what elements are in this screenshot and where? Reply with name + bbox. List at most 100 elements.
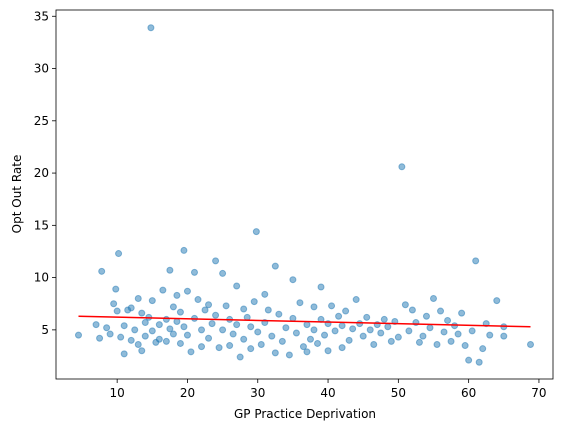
point <box>433 341 441 349</box>
point <box>212 311 220 319</box>
point <box>324 347 332 355</box>
point <box>278 337 286 345</box>
point <box>222 302 230 310</box>
point <box>422 312 430 320</box>
point <box>500 332 508 340</box>
point <box>356 320 364 328</box>
point <box>461 342 469 350</box>
point <box>271 262 279 270</box>
point <box>458 309 466 317</box>
point <box>173 291 181 299</box>
point <box>131 326 139 334</box>
point <box>440 328 448 336</box>
point <box>110 300 118 308</box>
point <box>331 327 339 335</box>
point <box>493 297 501 305</box>
point <box>321 331 329 339</box>
point <box>229 330 237 338</box>
y-tick-label: 35 <box>34 9 49 23</box>
point <box>310 303 318 311</box>
point <box>141 319 149 327</box>
point <box>405 327 413 335</box>
point <box>98 267 106 275</box>
point <box>292 329 300 337</box>
point <box>169 330 177 338</box>
point <box>92 321 100 329</box>
point <box>212 257 220 265</box>
x-tick-label: 40 <box>320 386 335 400</box>
point <box>363 313 371 321</box>
point <box>479 345 487 353</box>
point <box>208 320 216 328</box>
x-tick-label: 60 <box>461 386 476 400</box>
point <box>138 309 146 317</box>
point <box>147 24 155 32</box>
point <box>190 268 198 276</box>
point <box>96 334 104 342</box>
point <box>112 285 120 293</box>
point <box>162 337 170 345</box>
point <box>198 326 206 334</box>
point <box>198 343 206 351</box>
point <box>205 334 213 342</box>
point <box>219 269 227 277</box>
point <box>380 315 388 323</box>
point <box>342 307 350 315</box>
point <box>106 330 114 338</box>
point <box>155 335 163 343</box>
x-tick-label: 20 <box>180 386 195 400</box>
point <box>359 332 367 340</box>
point <box>138 347 146 355</box>
point <box>475 358 483 366</box>
point <box>285 351 293 359</box>
point <box>335 312 343 320</box>
point <box>338 344 346 352</box>
x-tick-label: 30 <box>250 386 265 400</box>
point <box>447 337 455 345</box>
point <box>328 302 336 310</box>
point <box>271 349 279 357</box>
point <box>303 348 311 356</box>
point <box>429 295 437 303</box>
point <box>310 326 318 334</box>
x-axis-label: GP Practice Deprivation <box>234 407 376 421</box>
point <box>103 324 111 332</box>
y-axis-label: Opt Out Rate <box>10 155 24 234</box>
x-tick-label: 10 <box>110 386 125 400</box>
point <box>240 335 248 343</box>
point <box>148 327 156 335</box>
point <box>250 298 258 306</box>
point <box>437 307 445 315</box>
y-tick-label: 5 <box>41 323 49 337</box>
point <box>454 330 462 338</box>
point <box>166 325 174 333</box>
point <box>394 333 402 341</box>
point <box>201 306 209 314</box>
x-tick-label: 50 <box>391 386 406 400</box>
point <box>176 339 184 347</box>
point <box>275 310 283 318</box>
point <box>426 324 434 332</box>
point <box>468 327 476 335</box>
point <box>233 321 241 329</box>
point <box>240 305 248 313</box>
point <box>247 345 255 353</box>
y-tick-label: 10 <box>34 271 49 285</box>
point <box>465 356 473 364</box>
point <box>134 341 142 349</box>
point <box>247 323 255 331</box>
point <box>282 324 290 332</box>
point <box>377 329 385 337</box>
point <box>169 303 177 311</box>
point <box>419 332 427 340</box>
point <box>219 326 227 334</box>
point <box>205 301 213 309</box>
point <box>127 336 135 344</box>
point <box>366 326 374 334</box>
trend-line <box>78 315 531 328</box>
y-tick-label: 20 <box>34 166 49 180</box>
point <box>314 339 322 347</box>
point <box>289 276 297 284</box>
